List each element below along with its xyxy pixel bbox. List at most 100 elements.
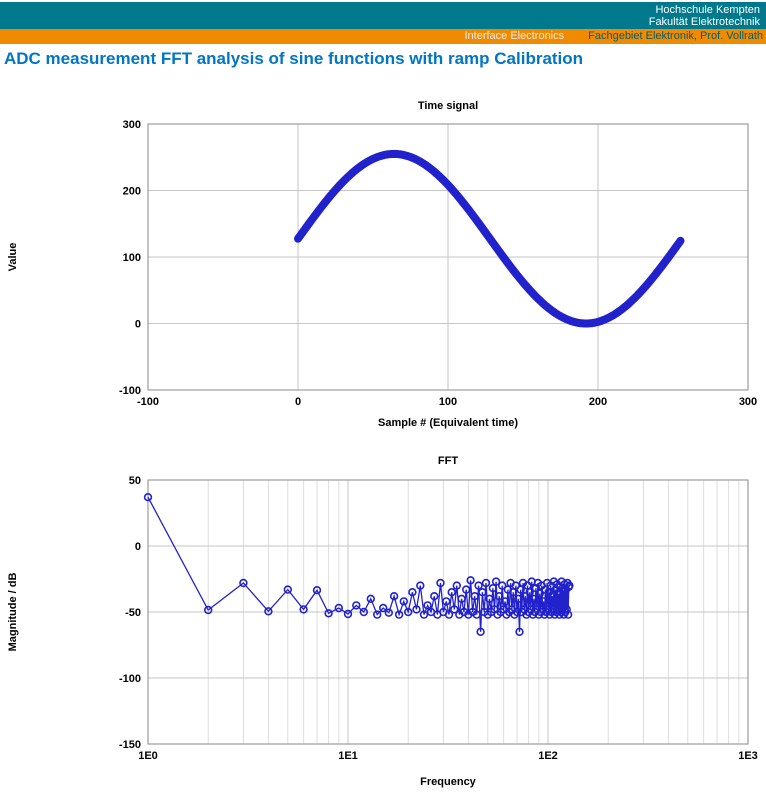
header-faculty: Fakultät Elektrotechnik xyxy=(648,16,760,28)
x-tick-label: 1E2 xyxy=(538,750,558,762)
data-point-marker xyxy=(419,610,429,619)
data-point-marker xyxy=(352,601,361,610)
data-point-marker xyxy=(442,597,451,606)
data-point-marker xyxy=(511,581,520,590)
y-tick-label: 300 xyxy=(123,119,141,131)
x-tick-label: 100 xyxy=(439,396,457,408)
data-point-marker xyxy=(423,601,432,610)
fft-chart-title: FFT xyxy=(438,455,458,467)
data-point-marker xyxy=(436,578,445,588)
data-point-marker xyxy=(394,610,404,619)
data-point-marker xyxy=(472,610,481,619)
data-point-marker xyxy=(481,578,491,588)
data-point-marker xyxy=(525,588,534,597)
data-point-marker xyxy=(450,605,459,614)
data-point-marker xyxy=(264,607,273,616)
data-point-marker xyxy=(535,589,544,598)
data-point-marker xyxy=(476,627,485,637)
data-point-marker xyxy=(379,603,388,613)
data-point-marker xyxy=(488,584,498,593)
x-tick-label: -100 xyxy=(137,396,159,408)
x-tick-label: 1E3 xyxy=(738,750,758,762)
data-point-marker xyxy=(474,581,483,590)
plot-frame xyxy=(147,479,749,745)
fft-xaxis-label: Frequency xyxy=(420,776,477,788)
x-tick-label: 1E0 xyxy=(138,750,158,762)
time-tick-labels: -100 0 100 200 300 -100 0 100 200 300 xyxy=(119,119,757,408)
time-yaxis-label: Value xyxy=(7,243,19,272)
data-point-marker xyxy=(562,605,571,614)
time-signal-line xyxy=(294,149,685,328)
data-point-marker xyxy=(457,594,466,604)
data-point-marker xyxy=(312,586,322,595)
fft-grid xyxy=(147,479,749,745)
data-point-marker xyxy=(515,627,524,637)
data-point-marker xyxy=(444,610,454,619)
data-point-marker xyxy=(384,608,393,617)
data-point-marker xyxy=(430,592,439,601)
data-point-marker xyxy=(143,492,153,502)
data-point-marker xyxy=(399,597,408,606)
data-point-marker xyxy=(416,581,425,590)
data-point-marker xyxy=(204,605,213,615)
time-chart-title: Time signal xyxy=(418,100,478,112)
data-point-marker xyxy=(462,585,471,594)
subheader-bar: Interface Electronics Fachgebiet Elektro… xyxy=(0,29,766,44)
time-signal-chart: -100 0 100 200 300 -100 0 100 200 300 Time signal… xyxy=(7,100,757,429)
data-point-marker xyxy=(334,603,343,613)
data-point-marker xyxy=(373,610,382,619)
data-point-marker xyxy=(239,578,248,588)
data-point-marker xyxy=(491,577,501,586)
y-tick-label: 50 xyxy=(129,475,141,487)
charts-area: -100 0 100 200 300 -100 0 100 200 300 Time signal… xyxy=(0,97,766,792)
plot-frame xyxy=(147,123,749,391)
data-point-marker xyxy=(565,581,574,590)
y-tick-label: 100 xyxy=(123,252,141,264)
data-point-marker xyxy=(447,588,456,597)
data-point-marker xyxy=(495,592,504,601)
fft-trace xyxy=(143,492,574,637)
data-point-marker xyxy=(498,581,507,590)
data-point-marker xyxy=(389,592,399,601)
subheader-chair: Fachgebiet Elektronik, Prof. Vollrath xyxy=(588,30,763,42)
data-point-marker xyxy=(359,607,368,617)
data-point-marker xyxy=(452,581,461,590)
data-point-marker xyxy=(283,585,292,594)
y-tick-label: 0 xyxy=(135,319,141,331)
y-tick-label: -150 xyxy=(119,739,141,751)
data-point-marker xyxy=(404,607,413,617)
fft-chart: 1E0 1E1 1E2 1E3 -150 -100 -50 0 50 FFT Frequency… xyxy=(7,455,758,788)
y-tick-label: 200 xyxy=(123,186,141,198)
data-point-marker xyxy=(408,588,417,597)
data-point-marker xyxy=(485,594,494,604)
fft-yaxis-label: Magnitude / dB xyxy=(7,573,19,652)
data-point-marker xyxy=(299,605,308,614)
x-tick-label: 300 xyxy=(739,396,757,408)
time-grid xyxy=(147,123,749,391)
y-tick-label: 0 xyxy=(135,541,141,553)
time-signal-trace xyxy=(294,149,685,328)
x-tick-label: 200 xyxy=(589,396,607,408)
data-point-marker xyxy=(514,594,523,604)
x-tick-label: 1E1 xyxy=(338,750,358,762)
data-point-marker xyxy=(563,610,573,619)
data-point-marker xyxy=(500,597,510,606)
data-point-marker xyxy=(324,609,333,618)
y-tick-label: -100 xyxy=(119,385,141,397)
x-tick-label: 0 xyxy=(295,396,301,408)
data-point-marker xyxy=(412,605,421,614)
top-gap xyxy=(0,0,766,2)
y-tick-label: -100 xyxy=(119,673,141,685)
subheader-course: Interface Electronics xyxy=(464,30,565,42)
data-point-marker xyxy=(470,592,479,601)
data-point-marker xyxy=(343,609,353,619)
time-xaxis-label: Sample # (Equivalent time) xyxy=(378,417,518,429)
data-point-marker xyxy=(512,607,522,617)
data-point-marker xyxy=(539,597,548,606)
fft-tick-labels: 1E0 1E1 1E2 1E3 -150 -100 -50 0 50 xyxy=(119,475,758,762)
data-point-marker xyxy=(478,588,487,597)
header-bar: Hochschule Kempten Fakultät Elektrotechn… xyxy=(0,2,766,29)
data-point-marker xyxy=(466,576,475,585)
data-point-marker xyxy=(529,594,539,604)
y-tick-label: -50 xyxy=(125,607,141,619)
